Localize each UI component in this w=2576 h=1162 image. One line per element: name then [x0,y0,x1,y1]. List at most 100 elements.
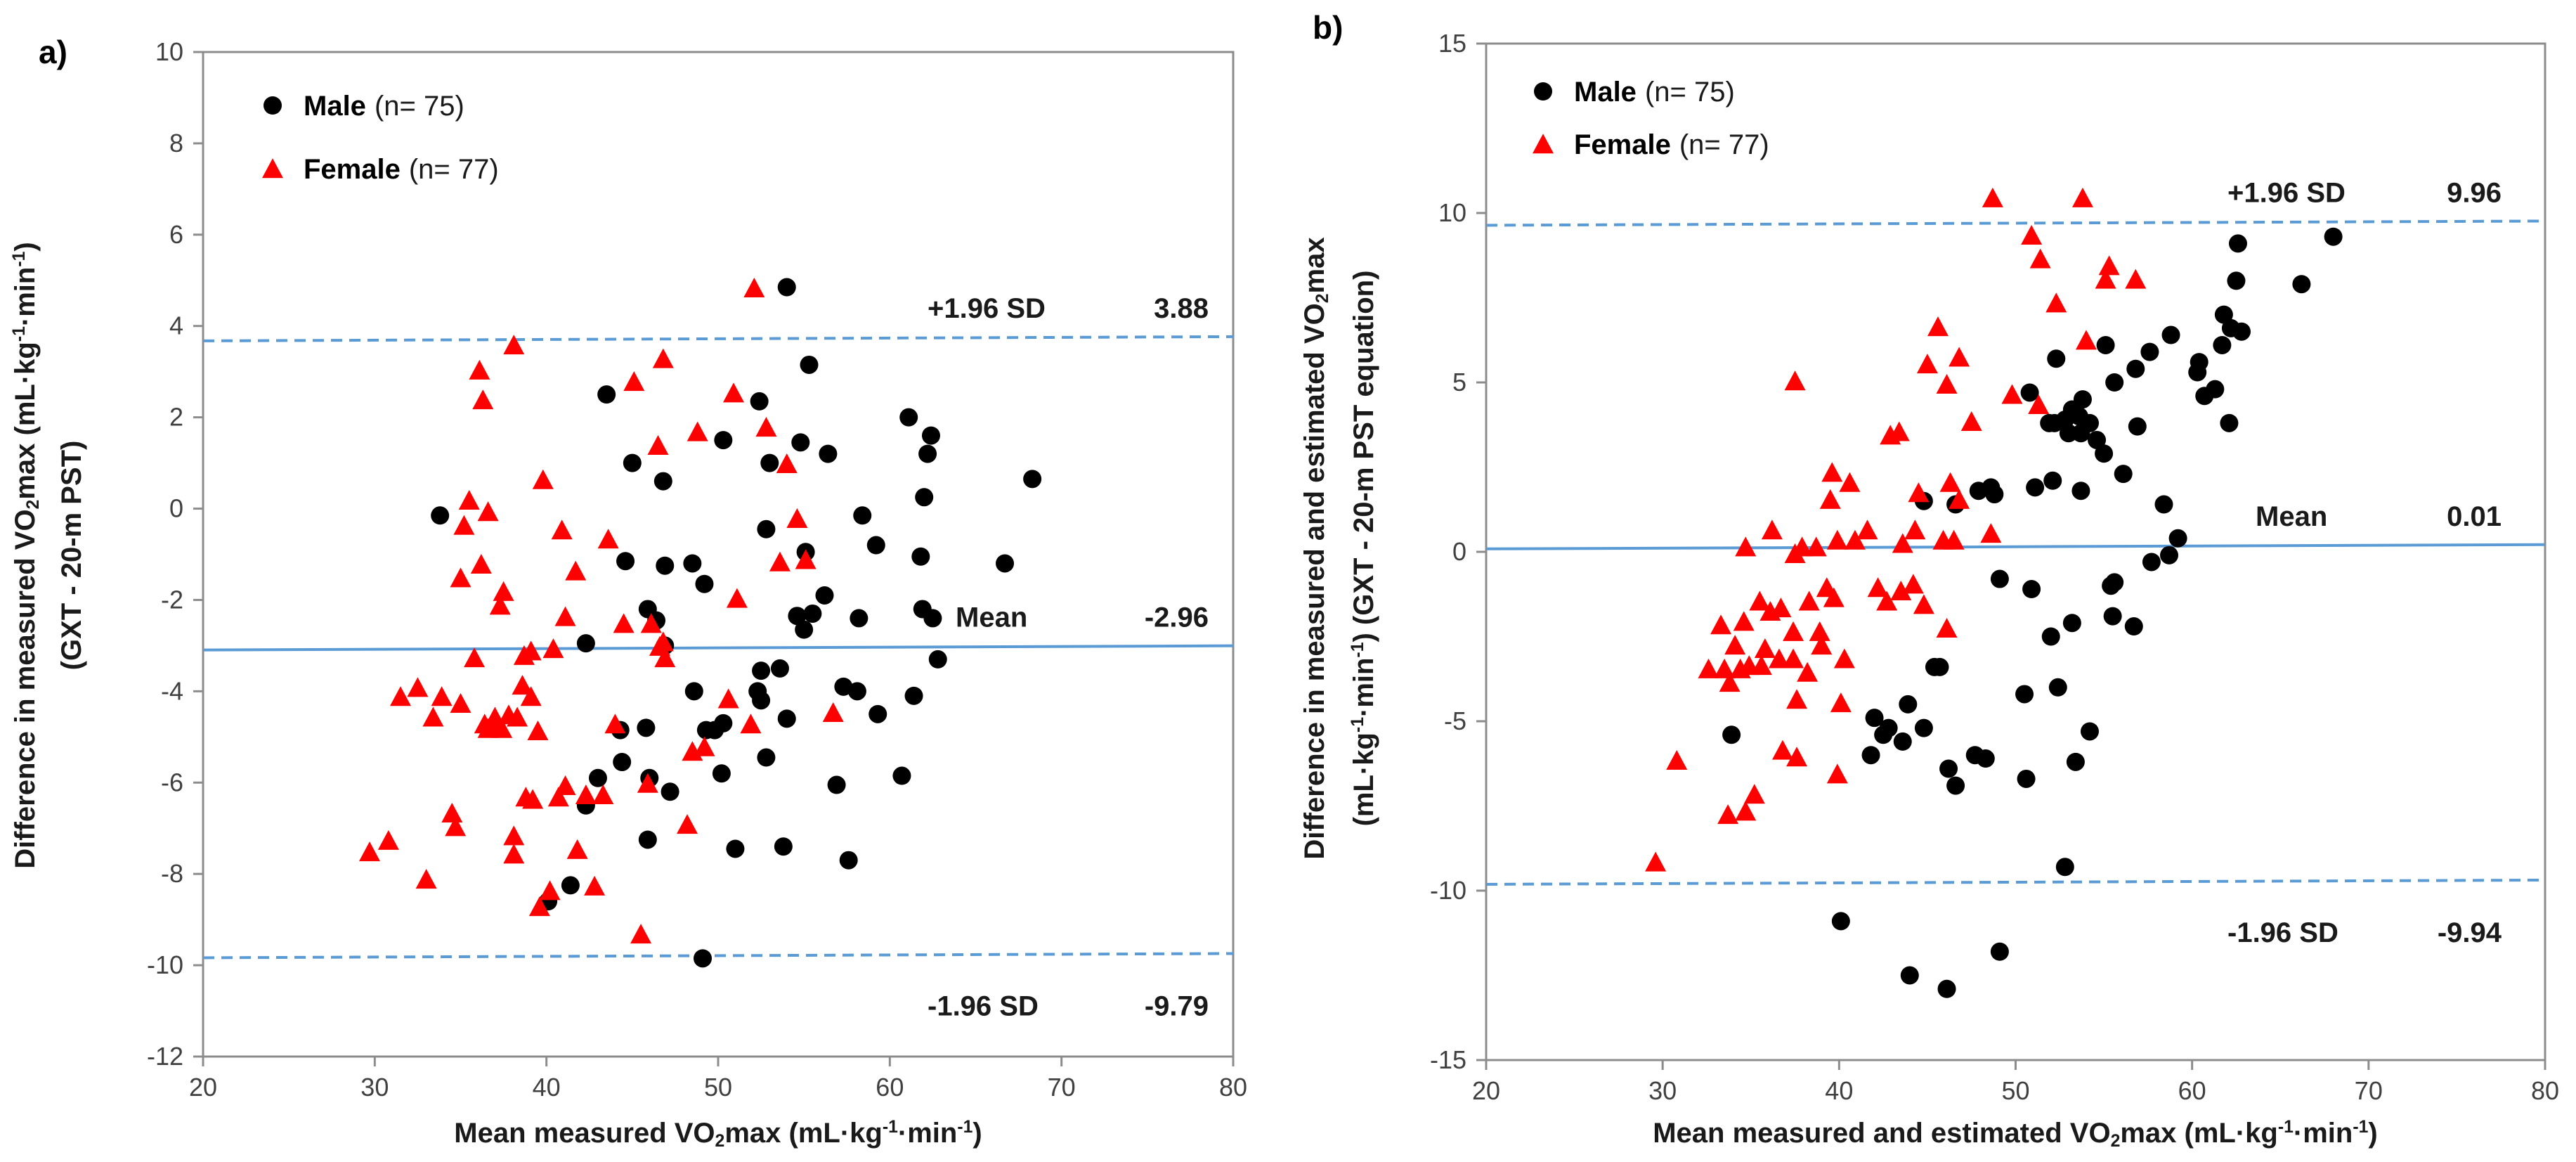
legend-note: (n= 75) [375,91,464,122]
male-point [1899,695,1918,714]
female-point [528,896,550,917]
male-point [1990,942,2009,961]
male-point [788,607,807,626]
female-point [687,421,708,441]
male-point [2041,627,2060,646]
female-point [507,706,528,727]
legend-female-marker [262,158,283,179]
female-point [377,829,399,850]
female-point [1943,529,1965,550]
y-tick-label: 10 [1438,198,1466,227]
female-point [652,348,674,368]
male-point [1985,485,2004,504]
male-point [588,768,607,787]
female-point [1719,672,1741,692]
series-female [359,277,844,944]
male-point [777,709,796,728]
male-point [2088,430,2107,449]
male-point [2160,546,2179,564]
female-point [464,647,486,668]
male-point [866,536,885,555]
male-point [904,686,923,705]
y-tick-label: 2 [169,403,183,432]
female-point [1927,316,1949,337]
y-tick-label: 6 [169,220,183,249]
female-point [527,721,549,741]
female-point [566,839,588,859]
male-point [869,704,887,723]
male-point [2142,553,2161,572]
female-point [1698,658,1719,678]
male-point [834,677,853,696]
y-axis-label-line2-part: -1 [1348,642,1367,657]
male-point [2043,471,2062,490]
female-point [472,389,494,410]
y-tick-label: 15 [1438,29,1466,58]
legend-entry-female: Female (n= 77) [304,154,499,185]
female-point [1823,587,1845,607]
female-point [1666,750,1688,770]
female-point [1768,648,1790,669]
reference-label: Mean [2256,501,2327,532]
male-point [712,764,731,783]
female-point [1949,347,1970,367]
female-point [1735,801,1757,821]
male-point [2080,722,2099,741]
female-point [1735,536,1757,557]
female-point [647,435,669,456]
x-axis-label-part: max (mL·kg [2120,1118,2278,1149]
female-point [1936,374,1958,394]
female-point [539,880,561,900]
female-point [623,371,645,392]
y-axis-label-line1-part: 2 [1313,293,1332,303]
panel-label: a) [39,34,67,70]
female-point [477,501,499,522]
male-point [661,782,679,801]
female-point [1939,472,1961,492]
female-point [565,560,587,581]
upper-limit-line [202,335,1234,342]
x-axis-label-part: Mean measured and estimated VO [1653,1118,2110,1149]
female-point [1844,529,1866,550]
female-point [630,924,652,944]
female-point [489,595,511,615]
female-point [453,515,475,535]
y-axis-label-line2: (GXT - 20-m PST) [56,441,87,671]
y-axis-label-line1-part: Difference in measured VO [10,509,41,868]
male-point [2103,607,2122,626]
y-tick-label: -5 [1444,706,1466,735]
male-point [1893,732,1912,751]
male-point [2227,271,2246,290]
female-point [1913,594,1934,614]
male-point [2040,413,2059,432]
female-point [1743,784,1765,804]
female-point [2125,269,2147,289]
female-point [458,490,480,510]
male-point [1976,749,1995,768]
male-point [714,714,733,732]
male-point [819,444,838,463]
x-tick-label: 20 [189,1073,217,1102]
male-point [2124,617,2143,636]
y-axis-label-group: Difference in measured VO2max (mL·kg-1·m… [10,242,43,868]
female-point [1729,658,1751,678]
female-point [1783,621,1804,641]
male-point [1874,725,1893,744]
male-point [1861,746,1880,765]
female-point [743,277,765,297]
male-point [2228,234,2247,253]
male-point [638,830,657,849]
x-tick-label: 30 [360,1073,389,1102]
male-point [2017,769,2036,788]
male-point [637,718,656,737]
male-point [2188,363,2207,382]
reference-value: -9.94 [2438,917,2502,948]
female-point [1750,655,1772,676]
female-point [654,647,676,668]
male-point [839,851,858,870]
male-point [923,609,942,628]
female-point [503,844,525,864]
x-axis-label-part: -1 [957,1118,972,1137]
female-point [1759,600,1781,621]
